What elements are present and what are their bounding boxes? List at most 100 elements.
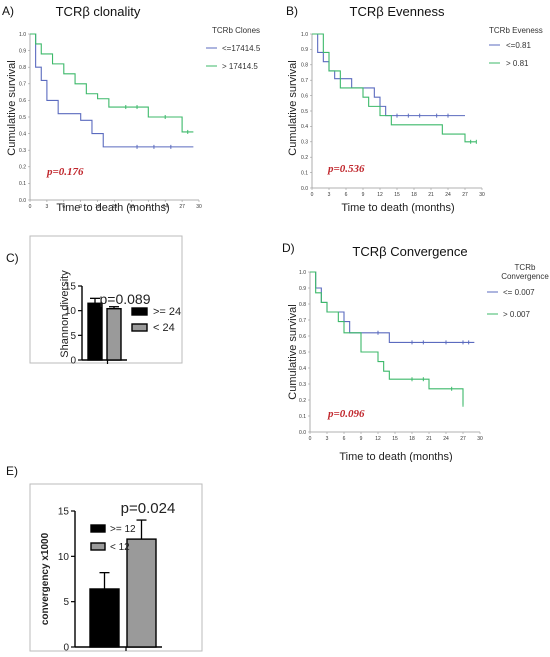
km-panel-clonality: A) TCRβ clonality 0.00.10.20.30.40.50.60… bbox=[2, 4, 261, 214]
x-axis-label: Time to death (months) bbox=[341, 202, 454, 214]
x-tick-label: 30 bbox=[196, 204, 202, 210]
y-tick-label: 0.8 bbox=[299, 302, 306, 308]
legend-entry-low: <= 0.007 bbox=[503, 288, 535, 297]
x-tick-label: 0 bbox=[29, 204, 32, 210]
y-tick-label: 0.3 bbox=[301, 140, 308, 146]
survival-curve-high bbox=[310, 271, 464, 405]
x-tick-label: 21 bbox=[426, 436, 432, 442]
survival-curve-low bbox=[310, 271, 475, 343]
x-tick-label: 12 bbox=[377, 192, 383, 198]
x-tick-label: 6 bbox=[62, 204, 65, 210]
p-value: p=0.176 bbox=[46, 166, 84, 178]
legend-swatch-low bbox=[131, 323, 148, 332]
y-tick-label: 0.8 bbox=[301, 63, 308, 69]
y-tick-label: 0.8 bbox=[19, 65, 26, 71]
x-tick-label: 12 bbox=[375, 436, 381, 442]
y-tick-label: 0.3 bbox=[299, 382, 306, 388]
p-value: p=0.536 bbox=[327, 163, 365, 175]
y-tick-label: 0.2 bbox=[19, 165, 26, 171]
y-axis-label: Cumulative survival bbox=[287, 304, 299, 399]
x-tick-label: 27 bbox=[179, 204, 185, 210]
y-tick-label: 1.0 bbox=[299, 270, 306, 276]
y-tick-label: 0.9 bbox=[301, 47, 308, 53]
x-tick-label: 24 bbox=[445, 192, 451, 198]
x-tick-label: 21 bbox=[428, 192, 434, 198]
legend-title-line-1: TCRb bbox=[515, 263, 536, 272]
p-value: p=0.024 bbox=[121, 500, 176, 517]
x-axis-label: Time to death (months) bbox=[56, 202, 169, 214]
survival-curve-low bbox=[30, 33, 194, 148]
x-tick-label: 27 bbox=[460, 436, 466, 442]
y-tick-label: 0.3 bbox=[19, 148, 26, 154]
y-tick-label: 0 bbox=[70, 356, 76, 367]
y-tick-label: 0.4 bbox=[19, 131, 26, 137]
y-tick-label: 0.1 bbox=[19, 181, 26, 187]
x-tick-label: 24 bbox=[162, 204, 168, 210]
y-tick-label: 1.0 bbox=[301, 32, 308, 38]
legend: <=17414.5 > 17414.5 bbox=[206, 44, 261, 71]
x-tick-label: 6 bbox=[343, 436, 346, 442]
x-tick-label: 18 bbox=[409, 436, 415, 442]
legend-title-line-2: Convergence bbox=[501, 272, 549, 281]
x-tick-label: 6 bbox=[345, 192, 348, 198]
y-tick-label: 10 bbox=[65, 306, 77, 317]
y-tick-label: 0.1 bbox=[301, 170, 308, 176]
legend-entry-high: > 0.007 bbox=[503, 310, 530, 319]
figure-frame bbox=[29, 235, 183, 364]
bar-high bbox=[87, 302, 103, 361]
x-tick-label: 15 bbox=[112, 204, 118, 210]
y-tick-label: 5 bbox=[70, 331, 76, 342]
x-tick-label: 18 bbox=[129, 204, 135, 210]
legend-title: TCRb Eveness bbox=[489, 26, 543, 35]
chart-title: TCRβ clonality bbox=[56, 4, 141, 19]
y-tick-label: 0.5 bbox=[19, 115, 26, 121]
legend-entry-low: < 12 bbox=[110, 542, 130, 553]
y-tick-label: 0 bbox=[63, 643, 69, 654]
legend-entry-high: > 17414.5 bbox=[222, 62, 258, 71]
legend: >= 24 < 24 bbox=[131, 306, 181, 334]
y-tick-label: 0.1 bbox=[299, 414, 306, 420]
survival-curve-high bbox=[30, 33, 194, 133]
y-axis-label: convergency x1000 bbox=[40, 532, 51, 625]
survival-curve-low bbox=[312, 33, 465, 117]
legend-entry-high: > 0.81 bbox=[506, 59, 529, 68]
legend-entry-low: <=0.81 bbox=[506, 41, 531, 50]
x-tick-label: 12 bbox=[95, 204, 101, 210]
bar-low bbox=[126, 538, 157, 648]
y-tick-label: 1.0 bbox=[19, 32, 26, 38]
figure-frame bbox=[29, 483, 203, 652]
legend-entry-high: >= 12 bbox=[110, 524, 136, 535]
y-tick-label: 10 bbox=[58, 552, 70, 563]
legend-title: TCRb Clones bbox=[212, 26, 260, 35]
x-tick-label: 9 bbox=[362, 192, 365, 198]
panel-label: D) bbox=[282, 241, 295, 255]
legend-entry-high: >= 24 bbox=[153, 306, 181, 318]
x-tick-label: 9 bbox=[79, 204, 82, 210]
p-value: p=0.089 bbox=[100, 291, 151, 307]
p-value: p=0.096 bbox=[327, 408, 365, 420]
y-tick-label: 0.5 bbox=[301, 109, 308, 115]
y-tick-label: 0.9 bbox=[299, 286, 306, 292]
legend-swatch-high bbox=[90, 524, 106, 533]
plot-area: 0.0 0.1 0.2 0.3 0.4 0.5 0.6 0.7 0.8 0.9 1.0 0 3 6 9 12 1… bbox=[19, 32, 202, 210]
y-tick-label: 0.4 bbox=[299, 366, 306, 372]
km-panel-evenness: B) TCRβ Evenness 0.00.10.20.30.40.50.60.… bbox=[286, 4, 543, 214]
y-tick-label: 0.0 bbox=[299, 430, 306, 436]
plot-area: 0.0 0.1 0.2 0.3 0.4 0.5 0.6 0.7 0.8 0.9 1.0 0 3 6 9 12 1… bbox=[301, 32, 485, 198]
legend-swatch-high bbox=[131, 307, 148, 316]
x-tick-label: 30 bbox=[477, 436, 483, 442]
y-tick-label: 0.6 bbox=[19, 98, 26, 104]
x-tick-label: 3 bbox=[326, 436, 329, 442]
x-tick-label: 30 bbox=[479, 192, 485, 198]
legend-entry-low: <=17414.5 bbox=[222, 44, 261, 53]
chart-title: TCRβ Evenness bbox=[350, 4, 445, 19]
plot-area: 0.0 0.1 0.2 0.3 0.4 0.5 0.6 0.7 0.8 0.9 1.0 0 3 6 9 12 1… bbox=[299, 270, 483, 442]
x-tick-label: 24 bbox=[443, 436, 449, 442]
legend: >= 12 < 12 bbox=[90, 524, 136, 553]
legend: <= 0.007 > 0.007 bbox=[487, 288, 535, 319]
panel-label: B) bbox=[286, 4, 298, 18]
y-tick-label: 5 bbox=[63, 597, 69, 608]
y-tick-label: 0.9 bbox=[19, 48, 26, 54]
y-tick-label: 0.5 bbox=[299, 350, 306, 356]
bar-low bbox=[106, 307, 122, 361]
